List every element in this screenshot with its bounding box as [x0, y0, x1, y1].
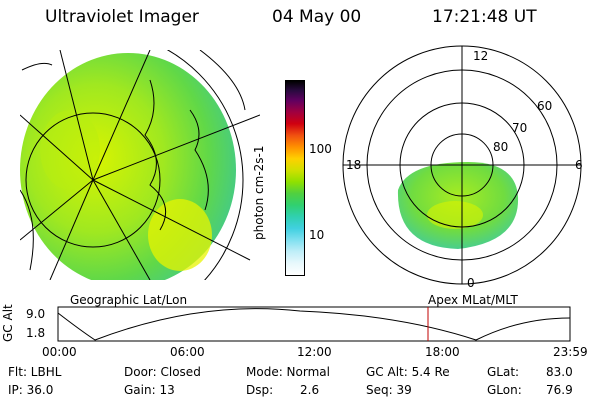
orbit-x-tick: 06:00 [170, 346, 205, 358]
orbit-x-tick: 12:00 [297, 346, 332, 358]
lat-80-label: 80 [493, 141, 508, 153]
geo-caption: Geographic Lat/Lon [70, 294, 187, 306]
orbit-y-top: 9.0 [26, 308, 45, 320]
glat-value: 83.0 [546, 366, 573, 378]
orbit-x-tick: 23:59 [553, 346, 588, 358]
glon-label: GLon: [487, 384, 522, 396]
mlt-18-label: 18 [346, 159, 361, 171]
altitude-curve [58, 309, 570, 340]
polar-grid [343, 46, 581, 284]
orbit-axis-label: GC Alt [2, 304, 14, 342]
orbit-y-bottom: 1.8 [26, 327, 45, 339]
orbit-x-tick: 00:00 [42, 346, 77, 358]
dsp-label: Dsp: [246, 384, 273, 396]
geographic-image [0, 30, 260, 330]
colorbar-tick-100: 100 [309, 143, 332, 155]
orbit-plot [58, 307, 570, 341]
gain-status: Gain: 13 [124, 384, 175, 396]
filter-status: Flt: LBHL [8, 366, 61, 378]
polar-caption: Apex MLat/MLT [428, 294, 518, 306]
mlt-0-label: 0 [467, 277, 475, 289]
ip-status: IP: 36.0 [8, 384, 53, 396]
lat-60-label: 60 [537, 100, 552, 112]
gc-alt-status: GC Alt: 5.4 Re [366, 366, 450, 378]
mlt-12-label: 12 [473, 50, 488, 62]
dsp-value: 2.6 [300, 384, 319, 396]
glat-label: GLat: [487, 366, 519, 378]
lat-70-label: 70 [512, 122, 527, 134]
door-status: Door: Closed [124, 366, 201, 378]
mode-status: Mode: Normal [246, 366, 330, 378]
colorbar-label: photon cm-2s-1 [253, 146, 265, 241]
seq-status: Seq: 39 [366, 384, 412, 396]
colorbar [285, 80, 305, 276]
mlt-6-label: 6 [575, 159, 583, 171]
colorbar-tick-10: 10 [309, 229, 324, 241]
orbit-x-tick: 18:00 [425, 346, 460, 358]
glon-value: 76.9 [546, 384, 573, 396]
